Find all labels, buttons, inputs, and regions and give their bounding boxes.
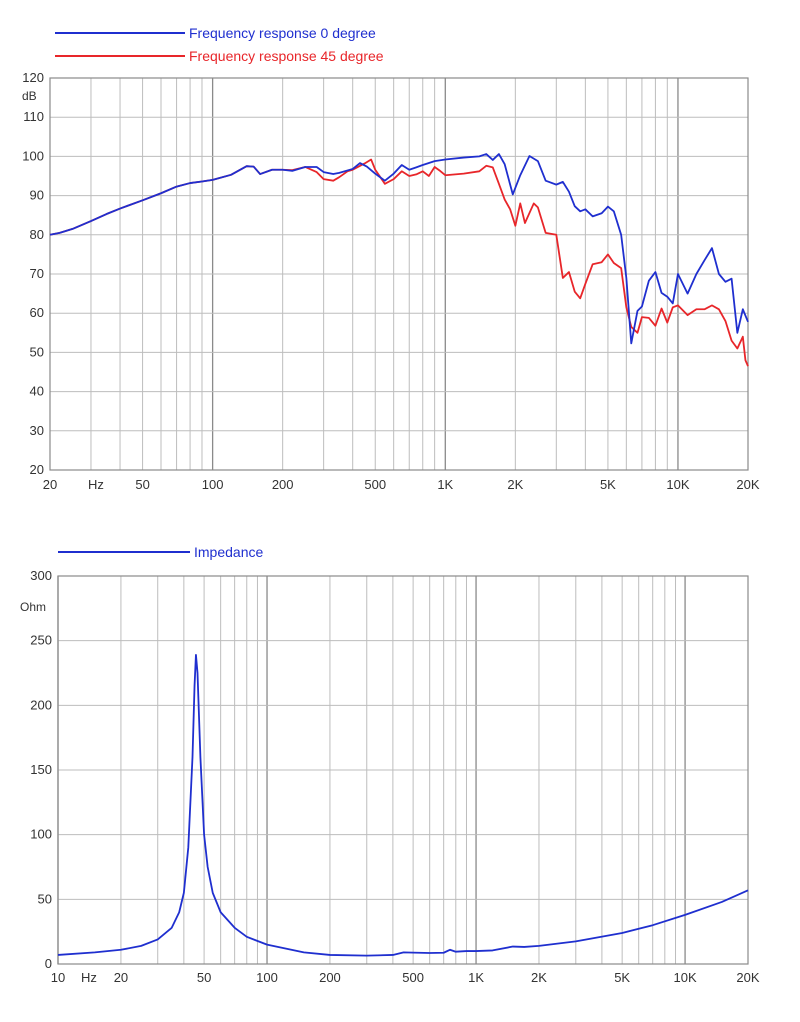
series-lines [49, 153, 749, 367]
y-tick-label: 80 [30, 227, 44, 242]
y-tick-label: 40 [30, 384, 44, 399]
y-tick-label: 200 [30, 697, 52, 712]
x-tick-label: 1K [437, 477, 453, 492]
series-lines [57, 653, 749, 957]
x-tick-label: 5K [600, 477, 616, 492]
y-tick-label: 70 [30, 266, 44, 281]
x-tick-label: 20 [43, 477, 57, 492]
legend: Frequency response 0 degree Frequency res… [55, 25, 384, 64]
y-tick-label: 250 [30, 633, 52, 648]
legend-label: Frequency response 45 degree [189, 48, 384, 64]
x-tick-label: 10K [666, 477, 689, 492]
x-tick-label: 500 [364, 477, 386, 492]
y-tick-label: 0 [45, 956, 52, 971]
x-tick-label: 20 [114, 970, 128, 985]
plot-frame [49, 77, 749, 471]
x-tick-label: 100 [202, 477, 224, 492]
x-tick-label: 10K [674, 970, 697, 985]
x-tick-label: 200 [319, 970, 341, 985]
y-tick-label: 110 [23, 109, 44, 124]
x-tick-label: 5K [614, 970, 630, 985]
y-tick-label: 150 [30, 762, 52, 777]
y-tick-labels: 0 50 100 150 200 250 300 [30, 568, 52, 971]
grid-lines [49, 77, 749, 471]
y-tick-label: 120 [22, 70, 44, 85]
x-tick-label: 1K [468, 970, 484, 985]
series-line-1 [49, 153, 749, 345]
series-line-1 [57, 653, 749, 957]
y-tick-label: 30 [30, 423, 44, 438]
y-tick-label: 60 [30, 305, 44, 320]
y-unit-label: Ohm [20, 600, 46, 614]
y-tick-label: 50 [38, 891, 52, 906]
y-tick-label: 50 [30, 344, 44, 359]
legend-label: Frequency response 0 degree [189, 25, 376, 41]
x-tick-labels: 20 50 100 200 500 1K 2K 5K 10K 20K [43, 477, 760, 492]
chart-1: 20 30 40 50 60 70 80 90 100 110 120 dB 20 50 100 200 500… [22, 25, 760, 492]
y-tick-labels: 20 30 40 50 60 70 80 90 100 110 120 [22, 70, 44, 477]
x-unit-label: Hz [88, 477, 104, 492]
y-unit-label: dB [22, 89, 37, 103]
x-tick-label: 50 [135, 477, 149, 492]
x-tick-label: 20K [736, 970, 759, 985]
y-tick-label: 90 [30, 188, 44, 203]
x-tick-label: 500 [402, 970, 424, 985]
x-tick-label: 10 [51, 970, 65, 985]
grid-lines [57, 575, 749, 965]
x-tick-label: 20K [736, 477, 759, 492]
x-tick-label: 2K [507, 477, 523, 492]
series-line-2 [49, 158, 749, 367]
x-tick-label: 50 [197, 970, 211, 985]
plot-frame [57, 575, 749, 965]
x-tick-label: 2K [531, 970, 547, 985]
x-unit-label: Hz [81, 970, 97, 985]
x-tick-labels: 10 20 50 100 200 500 1K 2K 5K 10K 20K [51, 970, 760, 985]
x-tick-label: 100 [256, 970, 278, 985]
y-tick-label: 100 [30, 827, 52, 842]
y-tick-label: 100 [22, 148, 44, 163]
y-tick-label: 20 [30, 462, 44, 477]
y-tick-label: 300 [30, 568, 52, 583]
legend: Impedance [58, 544, 263, 560]
x-tick-label: 200 [272, 477, 294, 492]
legend-label: Impedance [194, 544, 263, 560]
chart-2: 0 50 100 150 200 250 300 Ohm 10 20 50 100 200 500 1K 2K… [20, 544, 760, 985]
